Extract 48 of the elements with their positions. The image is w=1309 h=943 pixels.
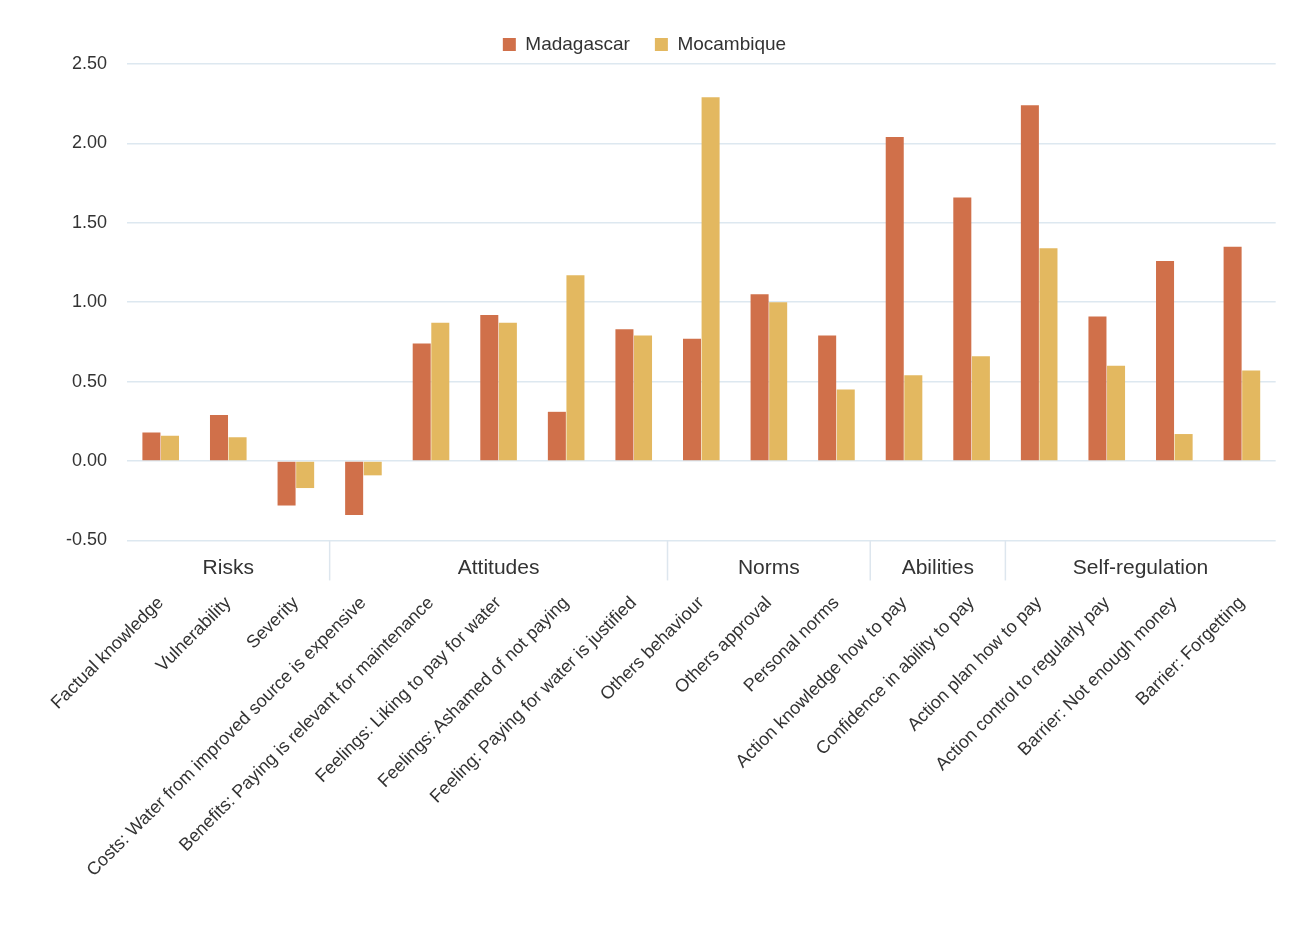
bar xyxy=(142,432,161,461)
bar xyxy=(566,275,585,461)
legend-label: Mocambique xyxy=(677,32,787,54)
y-tick-label: 1.00 xyxy=(71,291,107,312)
bar xyxy=(1088,316,1107,461)
text: Abilities xyxy=(901,555,974,579)
y-tick-label: 1.50 xyxy=(71,211,107,232)
bar xyxy=(345,461,364,516)
bar xyxy=(412,343,431,461)
bar xyxy=(498,322,517,461)
y-tick-label: -0.50 xyxy=(65,529,107,550)
text: Self-regulation xyxy=(1072,555,1209,579)
bar xyxy=(769,302,788,461)
bar xyxy=(160,435,180,461)
bar xyxy=(363,461,382,476)
bar xyxy=(701,97,720,461)
bar xyxy=(277,461,296,506)
bar xyxy=(1156,260,1175,461)
bar xyxy=(431,322,450,461)
bar xyxy=(296,461,315,489)
bar xyxy=(480,314,499,461)
text: Norms xyxy=(737,555,800,579)
bar xyxy=(1039,248,1058,461)
bar xyxy=(971,356,990,461)
bar xyxy=(818,335,837,461)
bar xyxy=(750,294,769,461)
bar xyxy=(547,411,566,461)
bar xyxy=(615,329,634,461)
bar xyxy=(1107,365,1126,461)
bar xyxy=(953,197,972,461)
bar xyxy=(904,375,923,461)
legend-label: Madagascar xyxy=(525,32,631,54)
y-tick-label: 2.00 xyxy=(71,132,107,153)
bar xyxy=(836,389,855,461)
bar xyxy=(634,335,653,461)
y-tick-label: 2.50 xyxy=(71,52,107,73)
bar xyxy=(885,137,904,461)
text: Attitudes xyxy=(457,555,540,579)
y-tick-label: 0.00 xyxy=(71,450,107,471)
bar xyxy=(1174,434,1193,461)
y-tick-label: 0.50 xyxy=(71,370,107,391)
bar xyxy=(228,437,247,461)
bar xyxy=(683,338,702,461)
bar xyxy=(209,414,229,461)
bar xyxy=(1020,105,1039,461)
text: Risks xyxy=(202,555,254,579)
bar xyxy=(1223,246,1242,461)
bar xyxy=(1242,370,1261,461)
